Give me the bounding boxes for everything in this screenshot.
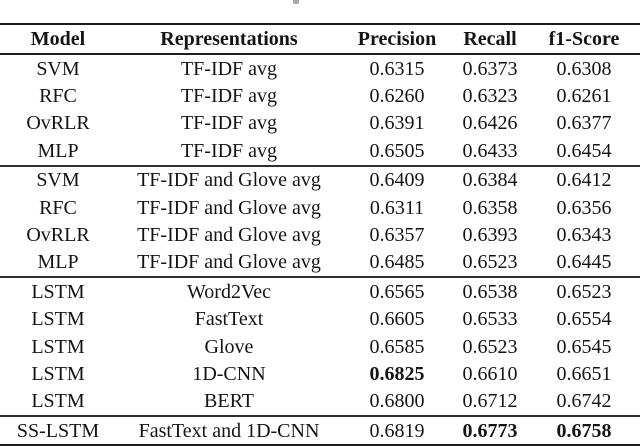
cell-recall: 0.6433 — [462, 139, 518, 162]
cell-representation: TF-IDF avg — [180, 139, 278, 162]
cell-f1-best: 0.6758 — [556, 419, 612, 442]
table-row: OvRLR TF-IDF and Glove avg 0.6357 0.6393… — [0, 221, 640, 248]
cell-recall: 0.6393 — [462, 224, 518, 247]
table-row: LSTM 1D-CNN 0.6825 0.6610 0.6651 — [0, 360, 640, 387]
cell-model: OvRLR — [26, 112, 90, 135]
cell-recall: 0.6426 — [462, 112, 518, 135]
cell-recall: 0.6712 — [462, 390, 518, 413]
cell-representation: TF-IDF avg — [180, 57, 278, 80]
cell-precision: 0.6565 — [369, 280, 425, 303]
cell-f1: 0.6377 — [556, 112, 612, 135]
cell-model: LSTM — [31, 335, 85, 358]
cell-precision: 0.6409 — [369, 169, 425, 192]
cell-representation: BERT — [204, 390, 254, 413]
column-header-precision: Precision — [357, 28, 437, 50]
group-lstm: LSTM Word2Vec 0.6565 0.6538 0.6523 LSTM … — [0, 277, 640, 417]
cell-model: MLP — [37, 139, 79, 162]
cell-model: RFC — [39, 196, 77, 219]
cell-representation: TF-IDF and Glove avg — [137, 169, 321, 192]
cell-f1: 0.6545 — [556, 335, 612, 358]
cell-f1: 0.6445 — [556, 251, 612, 274]
cell-precision: 0.6315 — [369, 57, 425, 80]
cell-recall: 0.6323 — [462, 85, 518, 108]
cell-representation: TF-IDF and Glove avg — [137, 224, 321, 247]
table-row: SVM TF-IDF avg 0.6315 0.6373 0.6308 — [0, 54, 640, 82]
cell-representation: Word2Vec — [187, 280, 271, 303]
group-tfidf-glove: SVM TF-IDF and Glove avg 0.6409 0.6384 0… — [0, 166, 640, 278]
table-row: MLP TF-IDF and Glove avg 0.6485 0.6523 0… — [0, 249, 640, 277]
cell-recall: 0.6384 — [462, 169, 518, 192]
cell-representation: FastText and 1D-CNN — [138, 419, 320, 442]
cell-f1: 0.6554 — [556, 308, 612, 331]
cell-model: LSTM — [31, 308, 85, 331]
results-table: Model Representations Precision Recall f… — [0, 23, 640, 446]
caption-fragment — [293, 0, 299, 4]
cell-precision: 0.6505 — [369, 139, 425, 162]
header-row: Model Representations Precision Recall f… — [0, 24, 640, 54]
table-row: RFC TF-IDF avg 0.6260 0.6323 0.6261 — [0, 82, 640, 109]
cell-f1: 0.6308 — [556, 57, 612, 80]
cell-precision-best: 0.6825 — [369, 362, 425, 385]
cell-recall: 0.6533 — [462, 308, 518, 331]
table-row: OvRLR TF-IDF avg 0.6391 0.6426 0.6377 — [0, 110, 640, 137]
cell-recall: 0.6373 — [462, 57, 518, 80]
cell-f1: 0.6261 — [556, 85, 612, 108]
column-header-model: Model — [30, 28, 86, 50]
column-header-f1-score: f1-Score — [548, 28, 620, 50]
cell-precision: 0.6605 — [369, 308, 425, 331]
cell-precision: 0.6391 — [369, 112, 425, 135]
cell-model: SVM — [36, 169, 80, 192]
cell-f1: 0.6412 — [556, 169, 612, 192]
table-row: LSTM BERT 0.6800 0.6712 0.6742 — [0, 388, 640, 416]
cell-model: SVM — [36, 57, 80, 80]
column-header-recall: Recall — [463, 28, 517, 50]
table-row: RFC TF-IDF and Glove avg 0.6311 0.6358 0… — [0, 194, 640, 221]
cell-model: RFC — [39, 85, 77, 108]
cell-recall: 0.6538 — [462, 280, 518, 303]
cell-representation: TF-IDF and Glove avg — [137, 251, 321, 274]
cell-precision: 0.6357 — [369, 224, 425, 247]
cell-precision: 0.6585 — [369, 335, 425, 358]
cell-f1: 0.6742 — [556, 390, 612, 413]
cell-representation: TF-IDF avg — [180, 112, 278, 135]
cell-representation: Glove — [204, 335, 254, 358]
cell-model: LSTM — [31, 362, 85, 385]
cell-recall: 0.6610 — [462, 362, 518, 385]
cell-model: LSTM — [31, 280, 85, 303]
cell-f1: 0.6356 — [556, 196, 612, 219]
cell-recall-best: 0.6773 — [462, 419, 518, 442]
table-row: SVM TF-IDF and Glove avg 0.6409 0.6384 0… — [0, 166, 640, 194]
cell-recall: 0.6523 — [462, 335, 518, 358]
table-row: LSTM FastText 0.6605 0.6533 0.6554 — [0, 306, 640, 333]
cell-f1: 0.6343 — [556, 224, 612, 247]
cell-precision: 0.6800 — [369, 390, 425, 413]
table-row: SS-LSTM FastText and 1D-CNN 0.6819 0.677… — [0, 416, 640, 445]
cell-recall: 0.6523 — [462, 251, 518, 274]
table-row: LSTM Glove 0.6585 0.6523 0.6545 — [0, 333, 640, 360]
cell-model: OvRLR — [26, 224, 90, 247]
cell-model: MLP — [37, 251, 79, 274]
column-header-representations: Representations — [160, 28, 298, 50]
cell-f1: 0.6454 — [556, 139, 612, 162]
cell-model: LSTM — [31, 390, 85, 413]
cell-f1: 0.6523 — [556, 280, 612, 303]
cell-precision: 0.6260 — [369, 85, 425, 108]
table-header: Model Representations Precision Recall f… — [0, 24, 640, 54]
cell-representation: 1D-CNN — [192, 362, 266, 385]
cell-recall: 0.6358 — [462, 196, 518, 219]
cell-model: SS-LSTM — [16, 419, 100, 442]
cell-precision: 0.6819 — [369, 419, 425, 442]
cell-representation: TF-IDF and Glove avg — [137, 196, 321, 219]
cell-representation: FastText — [194, 308, 264, 331]
cell-precision: 0.6485 — [369, 251, 425, 274]
group-tfidf: SVM TF-IDF avg 0.6315 0.6373 0.6308 RFC … — [0, 54, 640, 166]
cell-f1: 0.6651 — [556, 362, 612, 385]
group-ss-lstm: SS-LSTM FastText and 1D-CNN 0.6819 0.677… — [0, 416, 640, 445]
cell-precision: 0.6311 — [369, 196, 425, 219]
table-row: LSTM Word2Vec 0.6565 0.6538 0.6523 — [0, 277, 640, 305]
table-row: MLP TF-IDF avg 0.6505 0.6433 0.6454 — [0, 137, 640, 165]
cell-representation: TF-IDF avg — [180, 85, 278, 108]
